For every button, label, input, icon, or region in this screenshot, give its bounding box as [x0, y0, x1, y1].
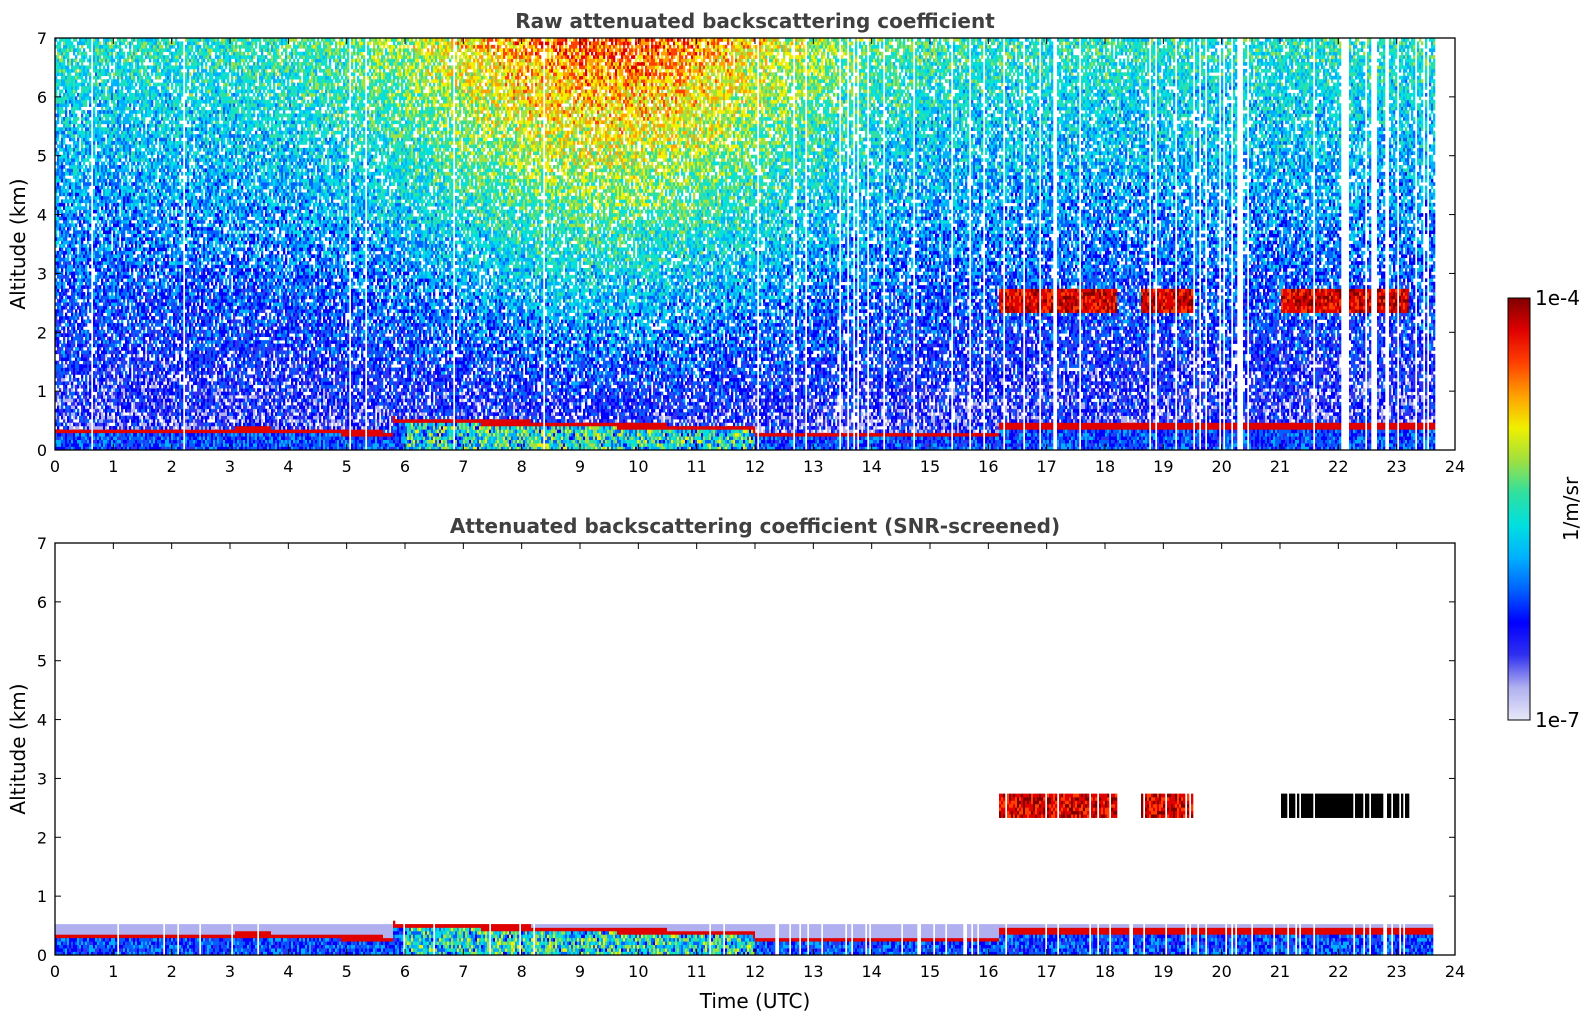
x-tick-label: 4	[283, 962, 293, 981]
x-tick-label: 18	[1095, 962, 1115, 981]
y-tick-label: 3	[37, 264, 47, 283]
y-tick-label: 6	[37, 88, 47, 107]
x-tick-label: 16	[978, 962, 998, 981]
y-tick-label: 2	[37, 828, 47, 847]
x-tick-label: 18	[1095, 457, 1115, 476]
x-tick-label: 3	[225, 962, 235, 981]
bottom-panel-title: Attenuated backscattering coefficient (S…	[450, 514, 1060, 538]
x-tick-label: 17	[1036, 457, 1056, 476]
x-tick-label: 12	[745, 457, 765, 476]
x-axis-label: Time (UTC)	[699, 989, 811, 1013]
y-tick-label: 3	[37, 769, 47, 788]
top-panel-title: Raw attenuated backscattering coefficien…	[515, 9, 995, 33]
x-tick-label: 5	[342, 962, 352, 981]
x-tick-label: 1	[108, 457, 118, 476]
figure: Raw attenuated backscattering coefficien…	[0, 0, 1595, 1020]
x-tick-label: 20	[1211, 962, 1231, 981]
x-tick-label: 15	[920, 962, 940, 981]
colorbar-unit-label: 1/m/sr	[1559, 476, 1583, 541]
x-tick-label: 9	[575, 962, 585, 981]
x-tick-label: 10	[628, 962, 648, 981]
colorbar-max-label: 1e-4	[1535, 286, 1580, 310]
y-tick-label: 0	[37, 946, 47, 965]
x-tick-label: 20	[1211, 457, 1231, 476]
bottom-plot-frame	[55, 543, 1455, 955]
y-tick-label: 5	[37, 652, 47, 671]
x-tick-label: 6	[400, 962, 410, 981]
x-tick-label: 5	[342, 457, 352, 476]
x-tick-label: 22	[1328, 962, 1348, 981]
x-tick-label: 22	[1328, 457, 1348, 476]
x-tick-label: 7	[458, 457, 468, 476]
x-tick-label: 15	[920, 457, 940, 476]
x-tick-label: 13	[803, 457, 823, 476]
colorbar-scale	[1508, 298, 1530, 720]
top-heatmap	[55, 38, 1435, 450]
y-tick-label: 4	[37, 711, 47, 730]
x-tick-label: 8	[517, 457, 527, 476]
x-tick-label: 24	[1445, 457, 1465, 476]
x-tick-label: 14	[861, 962, 881, 981]
x-tick-label: 14	[861, 457, 881, 476]
x-tick-label: 10	[628, 457, 648, 476]
x-tick-label: 21	[1270, 457, 1290, 476]
bottom-y-axis-label: Altitude (km)	[6, 683, 30, 814]
x-tick-label: 9	[575, 457, 585, 476]
x-tick-label: 16	[978, 457, 998, 476]
x-tick-label: 2	[167, 457, 177, 476]
x-tick-label: 11	[686, 962, 706, 981]
x-tick-label: 6	[400, 457, 410, 476]
y-tick-label: 5	[37, 147, 47, 166]
x-tick-label: 19	[1153, 457, 1173, 476]
x-tick-label: 21	[1270, 962, 1290, 981]
x-tick-label: 8	[517, 962, 527, 981]
x-tick-label: 1	[108, 962, 118, 981]
x-tick-label: 19	[1153, 962, 1173, 981]
y-tick-label: 7	[37, 534, 47, 553]
x-tick-label: 24	[1445, 962, 1465, 981]
colorbar-min-label: 1e-7	[1535, 708, 1580, 732]
y-tick-label: 1	[37, 887, 47, 906]
bottom-ticks: 0 1 2 3 4 5 6 7 8 9 10 11 12 13 14 15 16 17 18 19 20 21 22 23 24…	[37, 534, 1465, 981]
x-tick-label: 23	[1386, 457, 1406, 476]
x-tick-label: 0	[50, 457, 60, 476]
x-tick-label: 2	[167, 962, 177, 981]
y-tick-label: 1	[37, 382, 47, 401]
x-tick-label: 11	[686, 457, 706, 476]
y-tick-label: 2	[37, 323, 47, 342]
y-tick-label: 0	[37, 441, 47, 460]
x-tick-label: 0	[50, 962, 60, 981]
bottom-heatmap	[55, 794, 1433, 956]
x-tick-label: 4	[283, 457, 293, 476]
y-tick-label: 7	[37, 29, 47, 48]
colorbar: 1e-4 1e-7 1/m/sr	[1508, 286, 1583, 732]
x-tick-label: 13	[803, 962, 823, 981]
x-tick-label: 17	[1036, 962, 1056, 981]
x-tick-label: 7	[458, 962, 468, 981]
x-tick-label: 3	[225, 457, 235, 476]
x-tick-label: 12	[745, 962, 765, 981]
top-y-axis-label: Altitude (km)	[6, 178, 30, 309]
x-tick-label: 23	[1386, 962, 1406, 981]
y-tick-label: 4	[37, 206, 47, 225]
y-tick-label: 6	[37, 593, 47, 612]
